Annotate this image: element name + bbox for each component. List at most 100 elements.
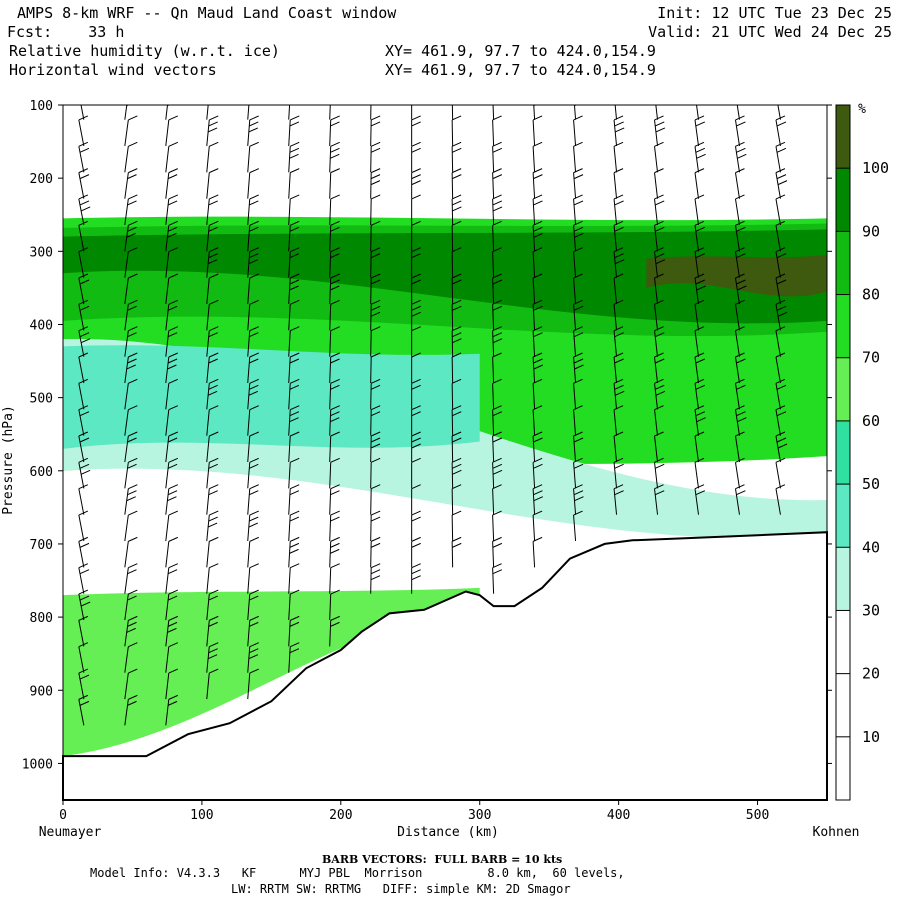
physics-info: LW: RRTM SW: RRTMG DIFF: simple KM: 2D S… [231,882,571,896]
colorbar-swatch [836,357,850,421]
wind-barb [411,431,421,463]
wind-barb [492,115,502,146]
wind-barb [694,405,706,436]
colorbar-swatch [836,420,850,485]
wind-barb [329,510,340,542]
wind-barb [80,105,85,120]
wind-barb [694,141,706,173]
wind-barb [573,247,583,278]
wind-barb [165,220,178,252]
wind-barb [206,405,219,436]
wind-barb [492,431,503,463]
wind-barb [78,510,89,542]
wind-barb [532,141,543,173]
colorbar-label: 100 [862,159,889,177]
wind-barb [165,105,171,120]
wind-barb [165,405,178,436]
wind-barb [451,220,462,252]
wind-barb [370,457,381,489]
wind-barb [492,194,503,225]
wind-barb [78,615,89,647]
wind-barb [492,168,503,199]
wind-barb [165,589,178,621]
wind-barb [775,352,786,384]
wind-barb [573,141,583,173]
wind-barb [206,615,219,647]
wind-barb [206,141,219,173]
wind-barb [288,141,300,173]
init-time: Init: 12 UTC Tue 23 Dec 25 [657,4,892,22]
wind-barb [165,431,178,463]
wind-barb [533,105,537,120]
wind-barb [288,563,300,594]
forecast-hour: Fcst: 33 h [7,23,125,41]
x-tick-label: 300 [468,808,491,823]
wind-barb [492,457,503,489]
wind-barb [78,589,91,621]
wind-barb [694,431,705,463]
wind-barb [288,115,300,146]
wind-barb [165,484,178,515]
wind-barb [370,168,381,199]
colorbar-swatch [836,231,850,295]
wind-barb [411,378,421,410]
wind-barb [573,168,584,199]
wind-barb [451,194,462,225]
wind-barb [78,668,90,700]
wind-barb [78,220,89,252]
wind-barb [775,378,787,410]
wind-barb [206,668,219,700]
wind-barb [329,405,340,436]
wind-barb [411,194,421,225]
wind-barb [288,220,300,252]
wind-barb [329,615,340,647]
wind-barb [206,563,219,594]
wind-barb [411,299,421,331]
wind-barb [370,115,381,146]
wind-barb [613,194,624,226]
colorbar-swatch [836,673,850,737]
wind-barb [532,510,543,542]
wind-barb [78,141,90,173]
wind-barb [411,484,421,515]
wind-barb [124,168,138,199]
wind-barb [775,299,788,331]
wind-barb [532,168,543,199]
wind-barb [654,273,664,305]
wind-barb [370,352,381,384]
wind-barb [654,220,665,252]
plot-frame [62,104,828,801]
wind-barb [451,168,462,199]
wind-barb [124,589,138,621]
wind-barb [288,168,300,199]
wind-barb [78,563,90,594]
wind-barb [165,615,178,647]
colorbar-unit: % [858,102,866,117]
wind-barb [288,405,300,436]
wind-barb [247,431,259,463]
wind-barb [614,105,618,120]
wind-barb [451,299,462,331]
wind-barb [613,141,624,173]
x-tick-label: 400 [607,808,630,823]
wind-barb [78,431,90,463]
wind-barb [206,536,219,568]
colorbar-frame [835,104,851,801]
wind-barb [78,326,91,357]
wind-barb [613,168,624,199]
wind-barb [411,247,421,278]
wind-barb [654,115,666,147]
wind-barb [288,457,300,489]
barb-legend: BARB VECTORS: FULL BARB = 10 kts [322,853,563,866]
wind-barb [165,247,178,278]
wind-barb [654,326,665,357]
wind-barb [247,141,259,173]
wind-barb [370,247,381,278]
wind-barb [78,299,90,331]
wind-barb [329,431,340,463]
wind-barb [165,536,178,568]
wind-barb [247,194,259,226]
x-tick-label: 200 [329,808,352,823]
rh-band-90-2 [63,229,827,324]
